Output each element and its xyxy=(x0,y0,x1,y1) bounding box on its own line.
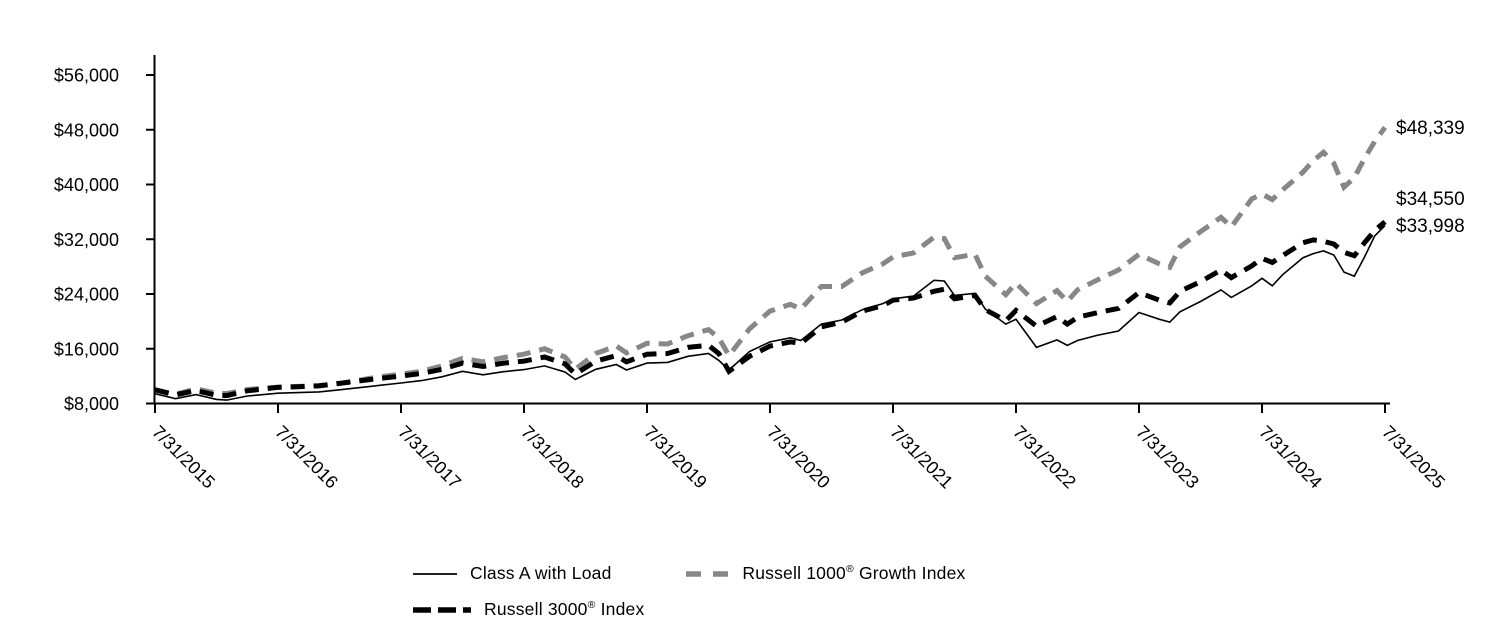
class-a-with-load-line-swatch xyxy=(413,572,457,575)
legend-label-russell-3000: Russell 3000® Index xyxy=(484,599,645,619)
legend-label-class-a-with-load: Class A with Load xyxy=(470,563,612,583)
chart-legend: Class A with Load Russell 1000® Growth I… xyxy=(413,563,965,620)
chart-canvas: $8,000 $16,000 $24,000 $32,000 $40,000 $48,00… xyxy=(54,55,1465,493)
legend-label-russell-1000-growth: Russell 1000® Growth Index xyxy=(742,563,966,583)
x-axis-tick-label: 7/31/2023 xyxy=(1132,422,1203,493)
y-axis-tick-label: $32,000 xyxy=(54,230,119,250)
y-axis-tick-label: $16,000 xyxy=(54,339,119,359)
x-axis-tick-label: 7/31/2015 xyxy=(148,422,219,493)
y-axis-tick-label: $56,000 xyxy=(54,66,119,86)
x-axis-tick-label: 7/31/2017 xyxy=(394,422,465,493)
y-axis-tick-label: $8,000 xyxy=(64,394,119,414)
series-line-class-a-with-load xyxy=(154,225,1386,401)
x-axis-tick-label: 7/31/2019 xyxy=(640,422,711,493)
legend-item-russell-1000-growth: Russell 1000® Growth Index xyxy=(686,563,965,584)
series-line-russell-1000-growth-index xyxy=(154,125,1388,397)
y-axis-tick-label: $24,000 xyxy=(54,285,119,305)
x-axis-tick-label: 7/31/2024 xyxy=(1255,422,1326,493)
y-axis-tick-label: $48,000 xyxy=(54,120,119,140)
x-axis-tick-label: 7/31/2025 xyxy=(1378,422,1449,493)
x-axis-tick-label: 7/31/2022 xyxy=(1009,422,1080,493)
x-axis-tick-label: 7/31/2016 xyxy=(271,422,342,493)
series-end-value-label: $48,339 xyxy=(1396,118,1465,139)
series-end-value-label: $34,550 xyxy=(1396,189,1465,210)
x-axis-tick-label: 7/31/2020 xyxy=(763,422,834,493)
legend-item-russell-3000: Russell 3000® Index xyxy=(413,599,644,620)
series-end-value-label: $33,998 xyxy=(1396,216,1465,237)
y-axis-tick-label: $40,000 xyxy=(54,175,119,195)
legend-item-class-a-with-load: Class A with Load xyxy=(413,563,644,584)
russell-1000-growth-line-swatch xyxy=(686,570,730,577)
x-axis-tick-label: 7/31/2021 xyxy=(886,422,957,493)
x-axis-tick-label: 7/31/2018 xyxy=(517,422,588,493)
series-line-russell-3000-index xyxy=(154,219,1387,399)
russell-3000-line-swatch xyxy=(413,606,471,613)
